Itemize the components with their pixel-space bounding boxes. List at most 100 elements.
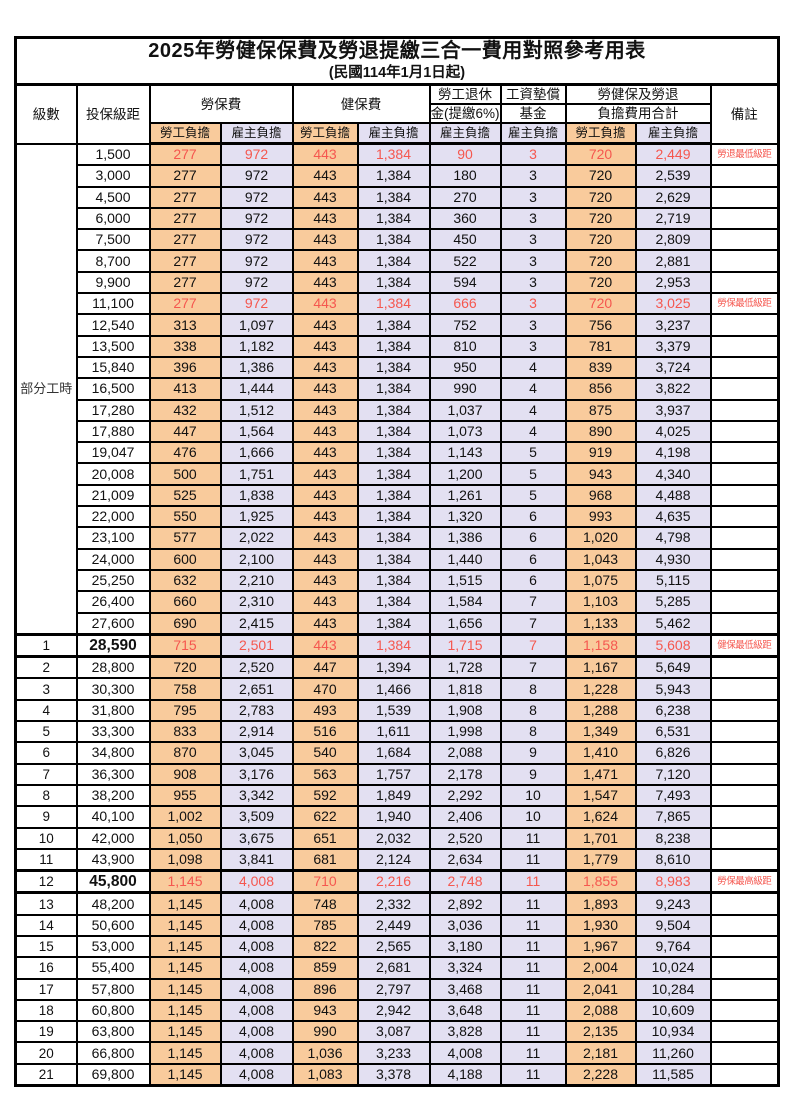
table-row: 4 31,800 795 2,783 493 1,539 1,908 8 1,288 6,238: [14, 698, 780, 723]
health-employer-cell: 1,384: [356, 547, 431, 571]
bracket-cell: 1,500: [75, 142, 151, 167]
note-cell: 勞保最高級距: [709, 869, 780, 895]
bracket-cell: 12,540: [75, 313, 151, 337]
wagefund-employer-cell: 9: [499, 741, 567, 765]
wagefund-employer-cell: 3: [499, 228, 567, 252]
table-row: 15 53,000 1,145 4,008 822 2,565 3,180 11 1,967 9,…: [14, 934, 780, 959]
total-employer-cell: 4,198: [634, 441, 712, 465]
total-employer-cell: 9,764: [634, 934, 712, 959]
total-employer-cell: 3,822: [634, 377, 712, 401]
labor-employer-cell: 972: [219, 206, 294, 231]
health-employer-cell: 1,384: [356, 377, 431, 401]
health-employer-cell: 2,216: [356, 869, 431, 895]
labor-employer-cell: 1,925: [219, 505, 294, 529]
labor-employee-cell: 632: [148, 568, 222, 593]
labor-employer-cell: 4,008: [219, 1020, 294, 1044]
note-cell: [709, 998, 780, 1023]
bracket-cell: 25,250: [75, 568, 151, 593]
note-cell: [709, 1020, 780, 1044]
labor-employee-cell: 1,145: [148, 913, 222, 937]
subheader-pension-employer: 雇主負擔: [428, 122, 502, 145]
total-employee-cell: 993: [564, 505, 637, 529]
pension-employer-cell: 3,036: [428, 913, 502, 937]
table-row: 16,500 413 1,444 443 1,384 990 4 856 3,822: [16, 377, 780, 401]
bracket-cell: 27,600: [75, 611, 151, 636]
total-employee-cell: 1,779: [564, 847, 637, 872]
wagefund-employer-cell: 5: [499, 462, 567, 486]
col-header-level: 級數: [14, 83, 78, 145]
bracket-cell: 19,047: [75, 441, 151, 465]
wagefund-employer-cell: 8: [499, 698, 567, 723]
table-row: 10 42,000 1,050 3,675 651 2,032 2,520 11 1,701 8,…: [14, 826, 780, 850]
total-employee-cell: 720: [564, 270, 637, 295]
bracket-cell: 33,300: [75, 720, 151, 744]
health-employer-cell: 1,384: [356, 270, 431, 295]
health-employer-cell: 1,466: [356, 677, 431, 701]
table-row: 7,500 277 972 443 1,384 450 3 720 2,809: [16, 228, 780, 252]
labor-employee-cell: 1,145: [148, 869, 222, 895]
health-employer-cell: 1,384: [356, 462, 431, 486]
subheader-total-employee: 勞工負擔: [564, 122, 637, 145]
pension-employer-cell: 450: [428, 228, 502, 252]
level-cell: 1: [14, 632, 78, 659]
wagefund-employer-cell: 6: [499, 505, 567, 529]
labor-employee-cell: 1,050: [148, 826, 222, 850]
level-cell: 18: [14, 998, 78, 1023]
labor-employee-cell: 277: [148, 206, 222, 231]
total-employee-cell: 943: [564, 462, 637, 486]
pension-employer-cell: 666: [428, 292, 502, 316]
level-cell: 5: [14, 720, 78, 744]
labor-employee-cell: 277: [148, 249, 222, 273]
level-cell: 3: [14, 677, 78, 701]
premium-reference-table: 2025年勞健保保費及勞退提繳三合一費用對照參考用表 (民國114年1月1日起)…: [14, 36, 780, 1088]
table-row: 13,500 338 1,182 443 1,384 810 3 781 3,379: [16, 334, 780, 358]
bracket-cell: 48,200: [75, 891, 151, 916]
total-employee-cell: 1,158: [564, 632, 637, 659]
labor-employee-cell: 870: [148, 741, 222, 765]
health-employer-cell: 2,797: [356, 977, 431, 1001]
note-cell: [709, 398, 780, 422]
health-employee-cell: 1,036: [291, 1041, 359, 1065]
health-employer-cell: 1,384: [356, 632, 431, 659]
health-employee-cell: 896: [291, 977, 359, 1001]
table-body: 部分工時 1,500 277 972 443 1,384 90 3 720 2,449 勞退最低級距…: [14, 142, 780, 1087]
labor-employer-cell: 4,008: [219, 998, 294, 1023]
labor-employee-cell: 277: [148, 270, 222, 295]
subheader-wagefund-employer: 雇主負擔: [499, 122, 567, 145]
labor-employee-cell: 396: [148, 355, 222, 380]
table-row: 16 55,400 1,145 4,008 859 2,681 3,324 11 2,004 10…: [14, 956, 780, 980]
health-employee-cell: 443: [291, 313, 359, 337]
wagefund-employer-cell: 3: [499, 142, 567, 167]
health-employee-cell: 443: [291, 164, 359, 188]
total-employee-cell: 1,167: [564, 655, 637, 680]
total-employee-cell: 2,088: [564, 998, 637, 1023]
total-employee-cell: 1,624: [564, 805, 637, 829]
health-employee-cell: 563: [291, 762, 359, 786]
pension-employer-cell: 1,037: [428, 398, 502, 422]
labor-employee-cell: 432: [148, 398, 222, 422]
total-employer-cell: 2,539: [634, 164, 712, 188]
bracket-cell: 42,000: [75, 826, 151, 850]
note-cell: [709, 568, 780, 593]
wagefund-employer-cell: 6: [499, 568, 567, 593]
pension-employer-cell: 2,634: [428, 847, 502, 872]
level-cell: 13: [14, 891, 78, 916]
table-row: 20 66,800 1,145 4,008 1,036 3,233 4,008 11 2,181…: [14, 1041, 780, 1065]
wagefund-employer-cell: 11: [499, 1041, 567, 1065]
labor-employer-cell: 2,783: [219, 698, 294, 723]
health-employer-cell: 1,384: [356, 505, 431, 529]
wagefund-employer-cell: 10: [499, 805, 567, 829]
wagefund-employer-cell: 11: [499, 934, 567, 959]
wagefund-employer-cell: 3: [499, 206, 567, 231]
health-employer-cell: 1,384: [356, 206, 431, 231]
total-employee-cell: 720: [564, 142, 637, 167]
col-header-total-line2: 負擔費用合計: [564, 103, 712, 124]
table-row: 6,000 277 972 443 1,384 360 3 720 2,719: [16, 206, 780, 231]
total-employee-cell: 1,471: [564, 762, 637, 786]
bracket-cell: 4,500: [75, 185, 151, 209]
health-employer-cell: 1,940: [356, 805, 431, 829]
labor-employee-cell: 476: [148, 441, 222, 465]
total-employer-cell: 10,024: [634, 956, 712, 980]
wagefund-employer-cell: 11: [499, 826, 567, 850]
labor-employee-cell: 720: [148, 655, 222, 680]
